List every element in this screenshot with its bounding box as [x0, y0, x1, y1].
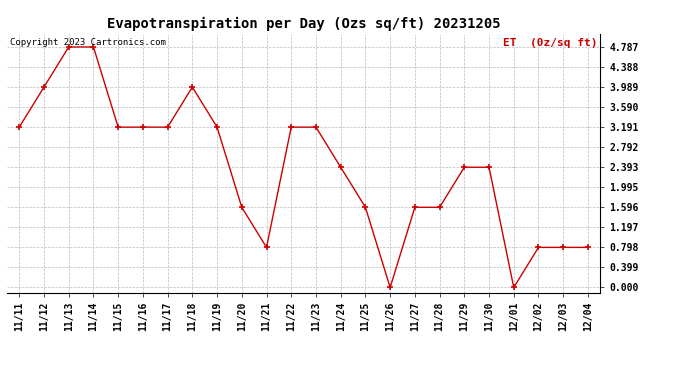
Text: ET  (0z/sq ft): ET (0z/sq ft)	[503, 38, 598, 48]
Text: Copyright 2023 Cartronics.com: Copyright 2023 Cartronics.com	[10, 38, 166, 46]
Title: Evapotranspiration per Day (Ozs sq/ft) 20231205: Evapotranspiration per Day (Ozs sq/ft) 2…	[107, 17, 500, 31]
